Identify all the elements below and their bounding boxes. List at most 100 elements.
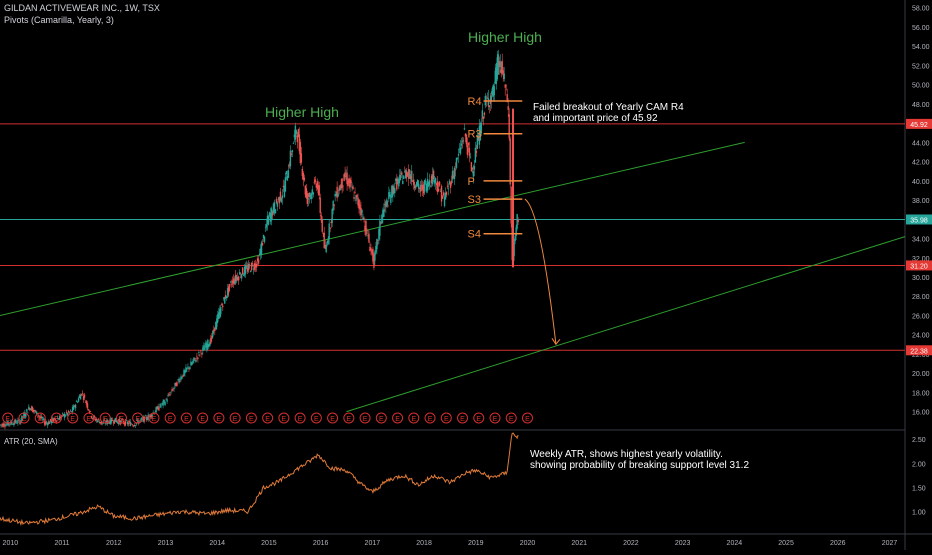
earnings-marker	[180, 412, 192, 424]
earnings-marker-label: E	[233, 416, 238, 423]
candle-body	[219, 308, 221, 318]
y-tick-label: 22.00	[912, 352, 930, 359]
candle-body	[247, 263, 250, 270]
candle-body	[468, 147, 471, 157]
y-tick-label: 28.00	[912, 294, 930, 301]
price-label-text: 35.98	[910, 217, 928, 224]
atr-y-tick-label: 1.50	[912, 485, 926, 492]
candle-body	[324, 245, 326, 248]
candle-body	[65, 412, 68, 414]
candle-body	[438, 181, 441, 186]
earnings-marker-label: E	[379, 416, 384, 423]
candle-body	[0, 424, 2, 426]
earnings-marker	[99, 412, 111, 424]
candle-body	[335, 194, 337, 197]
candle-body	[392, 185, 394, 196]
candle-body	[142, 417, 144, 421]
earnings-marker	[489, 412, 501, 424]
candle-body	[298, 134, 301, 152]
earnings-marker-label: E	[476, 416, 481, 423]
candle-body	[14, 419, 16, 424]
candle-body	[431, 174, 434, 185]
candle-body	[383, 209, 385, 217]
candle-body	[407, 173, 409, 175]
candle-body	[89, 411, 92, 412]
x-tick-label: 2027	[882, 540, 898, 547]
candle-body	[39, 415, 41, 418]
candle-body	[61, 413, 64, 415]
candle-body	[99, 422, 102, 424]
candle-body	[398, 178, 400, 187]
earnings-marker-label: E	[346, 416, 351, 423]
earnings-marker-label: E	[460, 416, 465, 423]
candle-body	[84, 402, 87, 403]
candle-body	[275, 198, 278, 204]
y-tick-label: 54.00	[912, 44, 930, 51]
candle-body	[258, 253, 261, 256]
candle-body	[415, 181, 418, 187]
candle-body	[192, 360, 194, 364]
candle-body	[120, 420, 123, 422]
candle-body	[178, 378, 180, 383]
candle-body	[341, 178, 343, 189]
candle-body	[423, 180, 426, 192]
y-tick-label: 38.00	[912, 198, 930, 205]
candle-body	[284, 177, 287, 192]
candle-body	[436, 181, 439, 193]
earnings-marker	[424, 412, 436, 424]
candle-body	[462, 140, 465, 142]
candle-body	[172, 389, 174, 391]
earnings-marker	[473, 412, 485, 424]
x-tick-label: 2017	[365, 540, 381, 547]
pivot-label: S3	[468, 194, 481, 206]
candle-body	[310, 193, 312, 199]
candle-body	[386, 199, 388, 206]
candle-body	[456, 158, 459, 159]
candle-body	[480, 122, 483, 134]
candle-body	[477, 135, 480, 141]
candle-body	[238, 272, 241, 275]
candle-body	[330, 221, 332, 224]
candle-body	[515, 227, 517, 237]
y-tick-label: 24.00	[912, 333, 930, 340]
candle-body	[100, 420, 103, 424]
candle-body	[448, 180, 451, 184]
candle-body	[200, 350, 202, 352]
candle-body	[366, 230, 368, 231]
candle-body	[167, 395, 169, 397]
candle-body	[301, 168, 304, 176]
x-tick-label: 2010	[3, 540, 19, 547]
candle-body	[188, 367, 190, 369]
candle-body	[71, 406, 74, 412]
candle-body	[347, 180, 349, 186]
candle-body	[68, 412, 71, 413]
price-label-box	[906, 118, 932, 129]
candle-body	[218, 312, 220, 315]
candle-body	[30, 408, 32, 410]
candle-body	[248, 264, 251, 266]
candle-body	[471, 168, 474, 170]
earnings-marker	[213, 412, 225, 424]
atr-note-line-1: Weekly ATR, shows highest yearly volatil…	[530, 449, 723, 460]
candle-body	[470, 162, 473, 172]
candle-body	[388, 192, 390, 200]
earnings-marker	[457, 412, 469, 424]
candle-body	[286, 175, 289, 181]
y-tick-label: 58.00	[912, 6, 930, 13]
candle-body	[54, 419, 57, 421]
candle-body	[263, 236, 266, 243]
candle-body	[396, 178, 398, 190]
candle-body	[442, 192, 445, 196]
earnings-marker-label: E	[411, 416, 416, 423]
earnings-marker-label: E	[119, 416, 124, 423]
candle-body	[517, 219, 519, 223]
candle-body	[500, 69, 502, 73]
candle-body	[73, 405, 76, 407]
x-tick-label: 2020	[520, 540, 536, 547]
candle-body	[475, 150, 478, 153]
candle-body	[443, 196, 446, 207]
candle-body	[403, 175, 405, 179]
